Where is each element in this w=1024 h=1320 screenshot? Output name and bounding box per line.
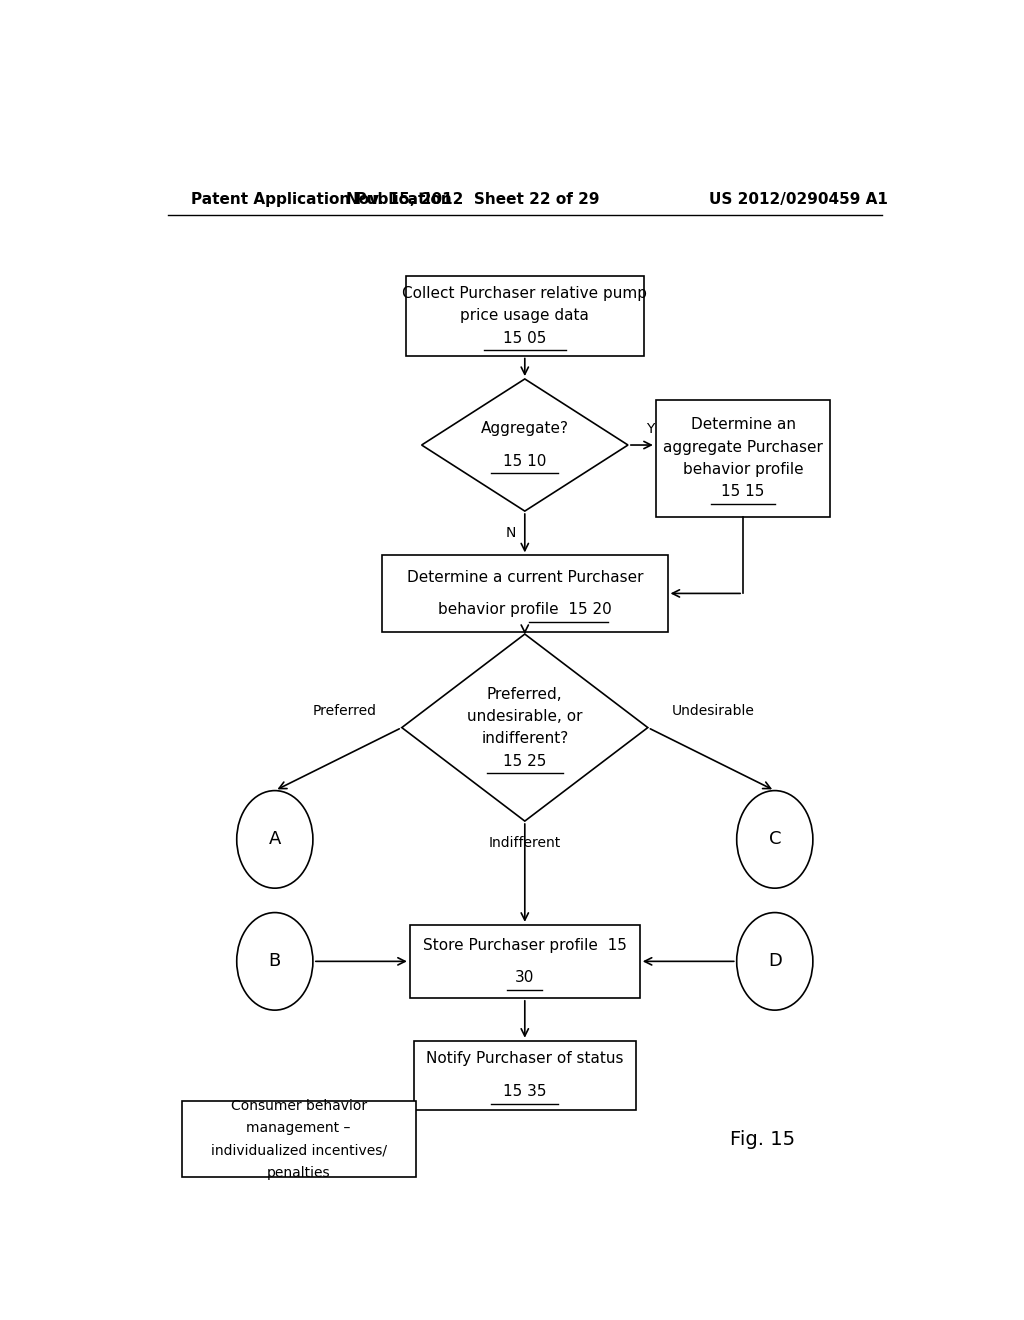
Text: Patent Application Publication: Patent Application Publication [191, 191, 453, 206]
Bar [406, 276, 644, 355]
Circle shape [237, 912, 313, 1010]
Text: D: D [768, 952, 781, 970]
Polygon shape [401, 634, 648, 821]
Text: Nov. 15, 2012  Sheet 22 of 29: Nov. 15, 2012 Sheet 22 of 29 [346, 191, 600, 206]
Text: Notify Purchaser of status: Notify Purchaser of status [426, 1052, 624, 1067]
Bar [181, 1101, 416, 1177]
Bar [382, 556, 668, 631]
Text: N: N [505, 527, 516, 540]
Text: B: B [268, 952, 281, 970]
Bar [655, 400, 830, 516]
Text: Fig. 15: Fig. 15 [730, 1130, 796, 1148]
Bar [410, 925, 640, 998]
Text: 15 05: 15 05 [503, 331, 547, 346]
Text: Indifferent: Indifferent [488, 837, 561, 850]
Text: behavior profile: behavior profile [683, 462, 804, 477]
Text: C: C [769, 830, 781, 849]
Text: 30: 30 [515, 970, 535, 985]
Text: Collect Purchaser relative pump: Collect Purchaser relative pump [402, 286, 647, 301]
Text: price usage data: price usage data [461, 309, 589, 323]
Text: 15 15: 15 15 [721, 484, 765, 499]
Circle shape [736, 912, 813, 1010]
Text: Consumer behavior: Consumer behavior [230, 1098, 367, 1113]
Circle shape [237, 791, 313, 888]
Text: 15 35: 15 35 [503, 1084, 547, 1100]
Text: Determine an: Determine an [690, 417, 796, 432]
Circle shape [736, 791, 813, 888]
Text: 15 10: 15 10 [503, 454, 547, 469]
Polygon shape [422, 379, 628, 511]
Text: Aggregate?: Aggregate? [481, 421, 568, 437]
Text: A: A [268, 830, 281, 849]
Text: indifferent?: indifferent? [481, 731, 568, 746]
Text: 15 25: 15 25 [503, 754, 547, 768]
Text: Preferred,: Preferred, [487, 686, 562, 701]
Text: aggregate Purchaser: aggregate Purchaser [664, 440, 823, 454]
Text: individualized incentives/: individualized incentives/ [211, 1143, 387, 1158]
Text: penalties: penalties [267, 1166, 331, 1180]
Text: Preferred: Preferred [312, 705, 377, 718]
Text: behavior profile  15 20: behavior profile 15 20 [438, 602, 611, 618]
Text: Store Purchaser profile  15: Store Purchaser profile 15 [423, 937, 627, 953]
Text: undesirable, or: undesirable, or [467, 709, 583, 723]
Bar [414, 1040, 636, 1110]
Text: US 2012/0290459 A1: US 2012/0290459 A1 [710, 191, 888, 206]
Text: Y: Y [646, 422, 654, 436]
Text: Undesirable: Undesirable [672, 705, 755, 718]
Text: management –: management – [247, 1121, 351, 1135]
Text: Determine a current Purchaser: Determine a current Purchaser [407, 570, 643, 585]
